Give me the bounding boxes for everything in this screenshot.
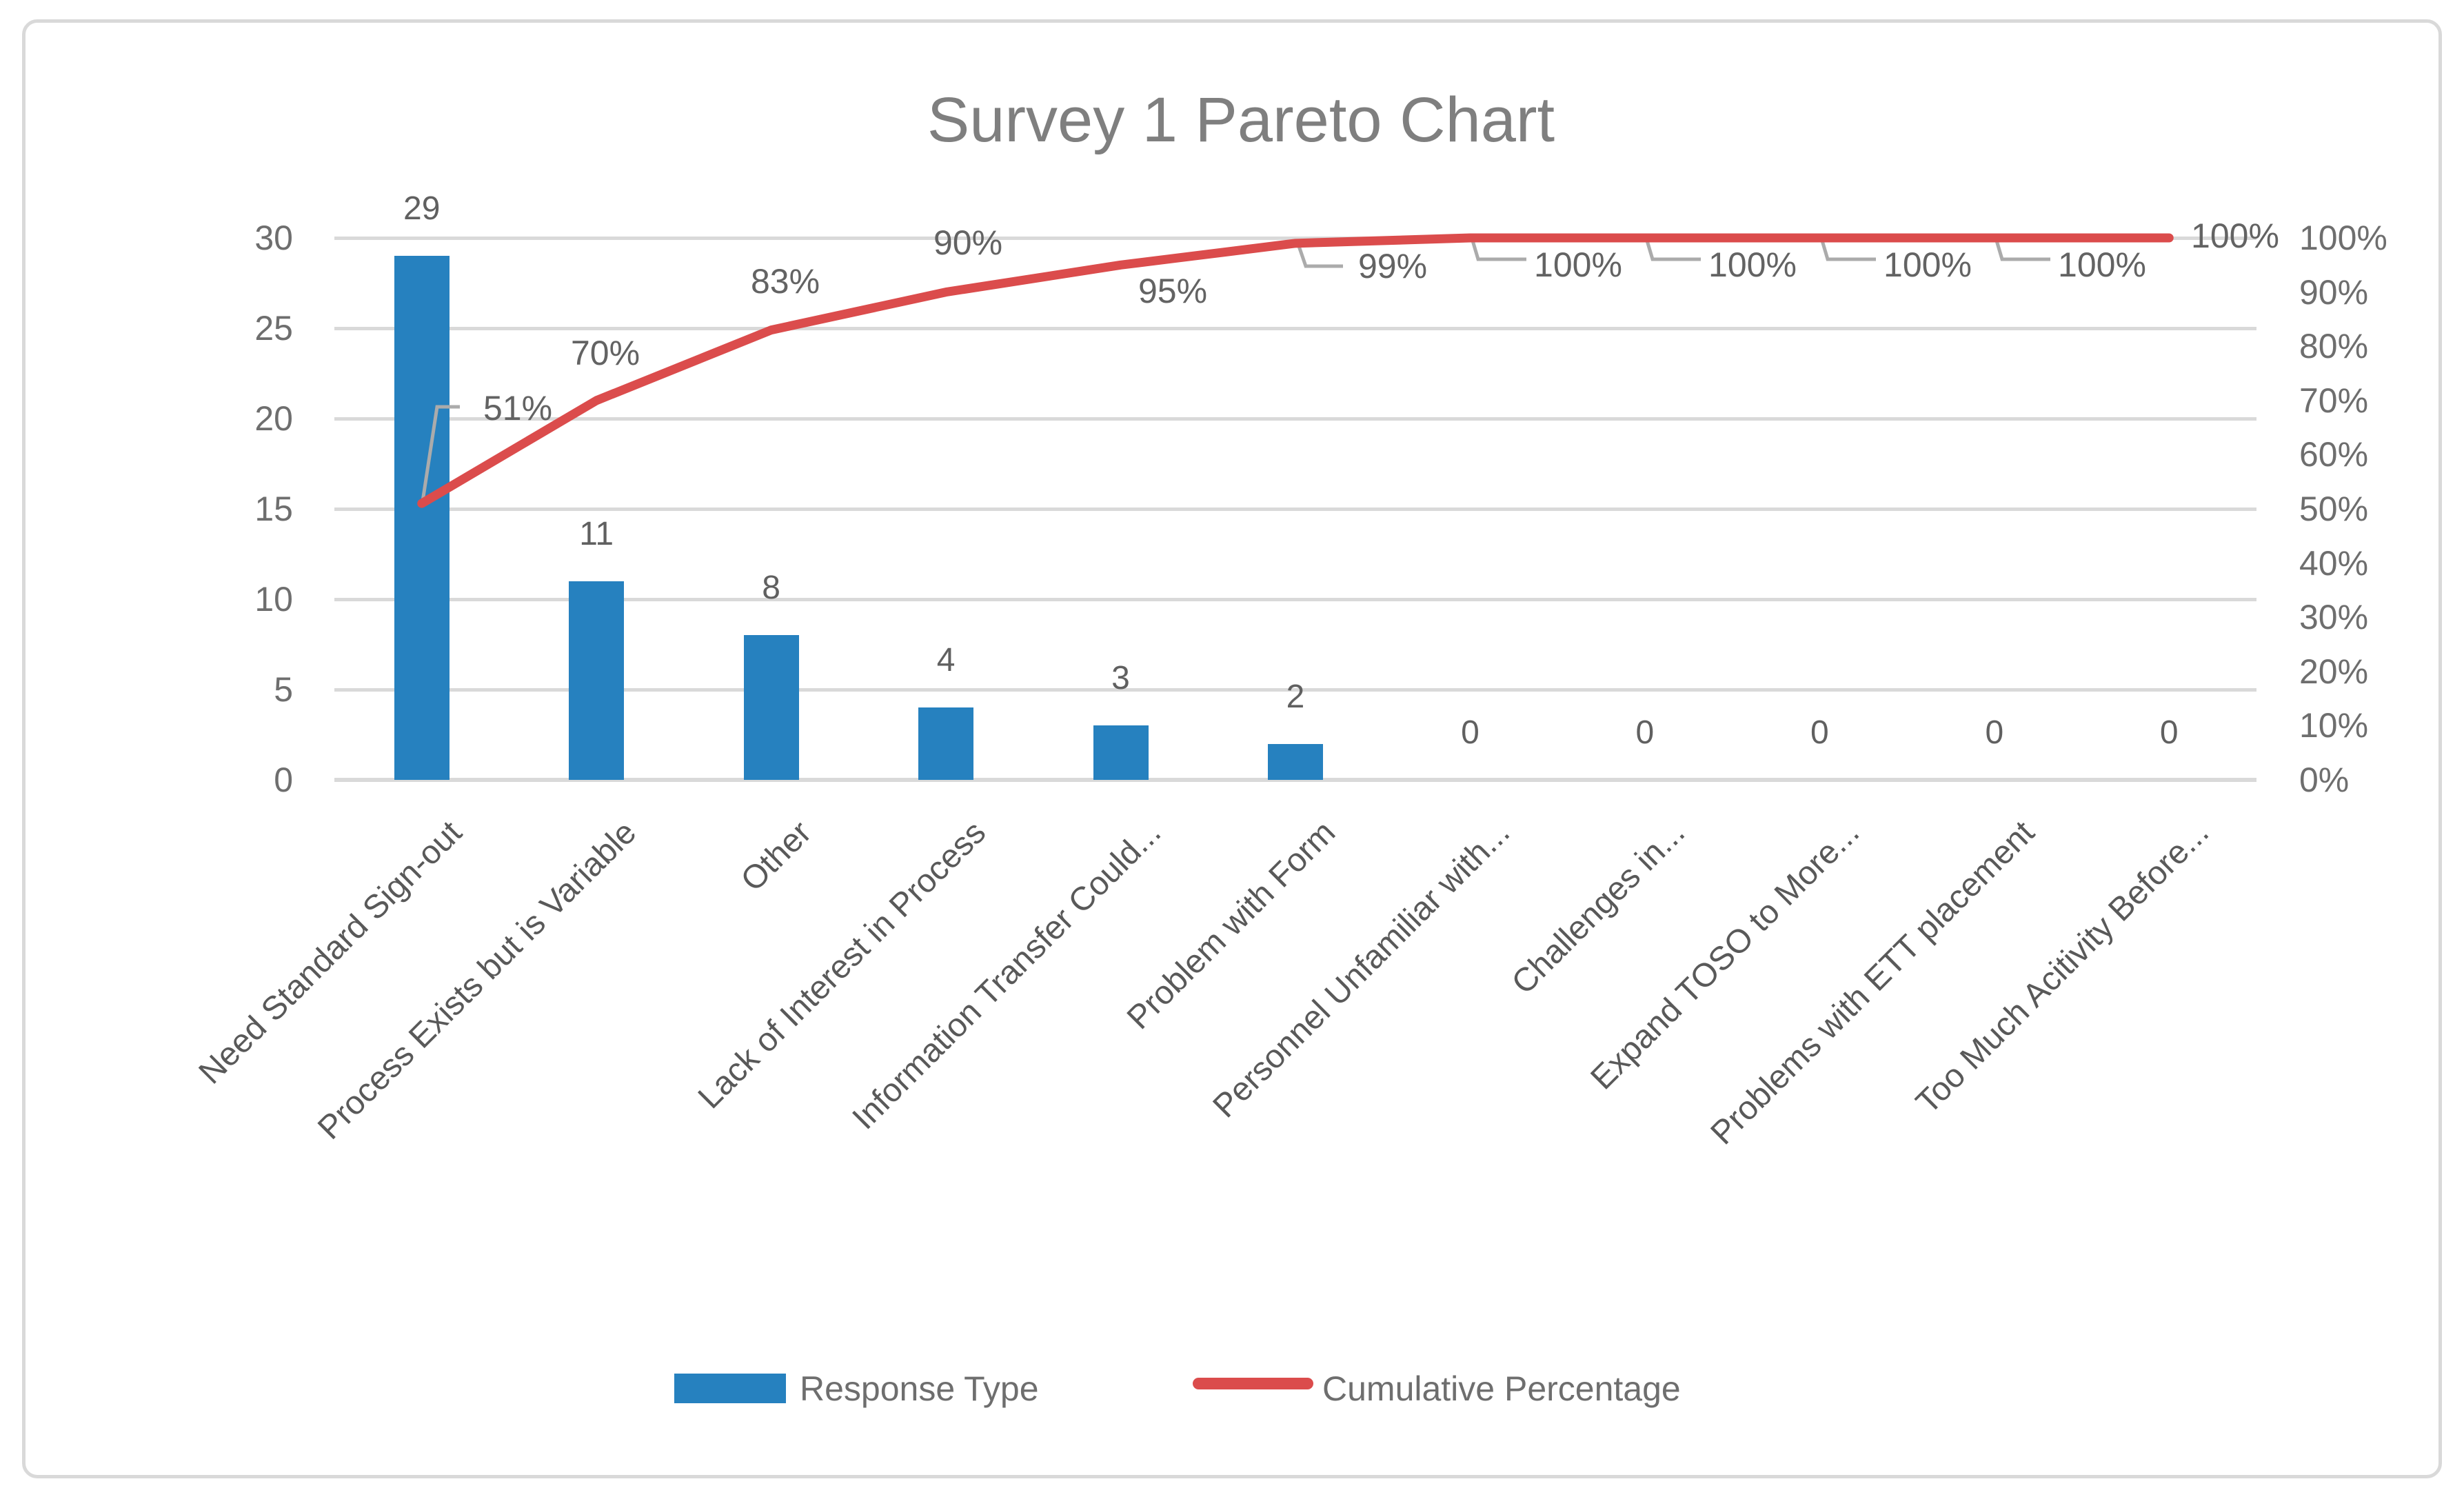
bar-value-label: 0 bbox=[1635, 714, 1655, 751]
bar-value-label: 11 bbox=[579, 515, 614, 552]
chart-title: Survey 1 Pareto Chart bbox=[927, 85, 1555, 155]
gridline bbox=[334, 327, 2256, 330]
bar-1 bbox=[394, 256, 450, 780]
bar-3 bbox=[743, 635, 799, 780]
bar-value-label: 0 bbox=[1985, 714, 2004, 751]
cumulative-pct-label: 100% bbox=[1708, 245, 1797, 284]
cumulative-pct-label: 90% bbox=[933, 223, 1003, 262]
bar-value-label: 0 bbox=[1810, 714, 1829, 751]
left-axis-tick-label: 30 bbox=[254, 219, 293, 257]
bar-value-label: 4 bbox=[936, 642, 956, 679]
bar-6 bbox=[1268, 743, 1323, 780]
right-axis-tick-label: 90% bbox=[2299, 272, 2369, 312]
bar-4 bbox=[918, 707, 974, 780]
legend-bar-swatch bbox=[674, 1374, 786, 1403]
bar-value-label: 8 bbox=[762, 570, 780, 607]
right-axis-tick-label: 70% bbox=[2299, 381, 2369, 420]
right-axis-tick-label: 40% bbox=[2299, 543, 2369, 583]
cumulative-pct-label: 100% bbox=[2191, 217, 2279, 255]
label-leader-line bbox=[1471, 240, 1526, 261]
right-axis-tick-label: 20% bbox=[2299, 652, 2369, 691]
bar-2 bbox=[569, 581, 625, 780]
legend-label-cumulative-percentage: Cumulative Percentage bbox=[1322, 1369, 1681, 1408]
chart-border bbox=[22, 19, 2442, 1478]
label-leader-line bbox=[1995, 240, 2050, 261]
legend-line-swatch bbox=[1193, 1378, 1313, 1389]
right-axis-tick-label: 10% bbox=[2299, 706, 2369, 745]
gridline bbox=[334, 598, 2256, 601]
cumulative-pct-label: 83% bbox=[750, 262, 820, 301]
gridline bbox=[334, 778, 2256, 782]
right-axis-tick-label: 80% bbox=[2299, 327, 2369, 366]
cumulative-pct-label: 70% bbox=[570, 334, 640, 372]
left-axis-tick-label: 15 bbox=[254, 490, 293, 528]
label-leader-line bbox=[1820, 240, 1876, 261]
bar-value-label: 0 bbox=[2159, 714, 2179, 751]
cumulative-pct-label: 99% bbox=[1357, 247, 1428, 285]
bar-5 bbox=[1093, 725, 1149, 780]
right-axis-tick-label: 100% bbox=[2299, 219, 2387, 257]
bar-value-label: 3 bbox=[1111, 660, 1130, 697]
gridline bbox=[334, 508, 2256, 511]
cumulative-pct-label: 100% bbox=[1534, 245, 1622, 284]
cumulative-line bbox=[417, 233, 2174, 508]
left-axis-tick-label: 5 bbox=[274, 670, 293, 709]
cumulative-pct-label: 95% bbox=[1138, 272, 1208, 310]
bar-value-label: 2 bbox=[1286, 678, 1305, 715]
right-axis-tick-label: 0% bbox=[2299, 761, 2350, 799]
bar-value-label: 29 bbox=[403, 190, 441, 228]
left-axis-tick-label: 25 bbox=[254, 309, 293, 348]
gridline bbox=[334, 237, 2256, 240]
right-axis-tick-label: 50% bbox=[2299, 490, 2369, 528]
gridline bbox=[334, 417, 2256, 421]
left-axis-tick-label: 20 bbox=[254, 399, 293, 438]
cumulative-pct-label: 51% bbox=[483, 389, 553, 428]
label-leader-line bbox=[1645, 240, 1701, 261]
label-leader-line bbox=[421, 405, 460, 502]
cumulative-pct-label: 100% bbox=[2058, 245, 2146, 284]
right-axis-tick-label: 60% bbox=[2299, 435, 2369, 474]
gridline bbox=[334, 688, 2256, 692]
cumulative-pct-label: 100% bbox=[1884, 245, 1972, 284]
right-axis-tick-label: 30% bbox=[2299, 598, 2369, 637]
label-leader-line bbox=[1297, 245, 1343, 268]
left-axis-tick-label: 10 bbox=[254, 580, 293, 619]
legend-label-response-type: Response Type bbox=[800, 1369, 1039, 1408]
bar-value-label: 0 bbox=[1461, 714, 1480, 751]
left-axis-tick-label: 0 bbox=[274, 761, 293, 799]
